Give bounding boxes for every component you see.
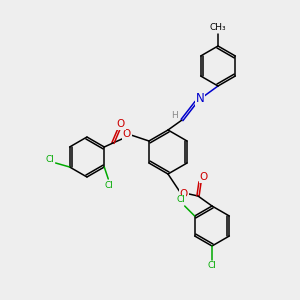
Text: H: H (172, 112, 178, 121)
Text: Cl: Cl (45, 155, 54, 164)
Text: Cl: Cl (176, 196, 185, 205)
Text: O: O (117, 119, 125, 129)
Text: O: O (180, 189, 188, 199)
Text: O: O (123, 129, 131, 139)
Text: N: N (196, 92, 204, 106)
Text: Cl: Cl (105, 181, 114, 190)
Text: Cl: Cl (208, 262, 216, 271)
Text: O: O (200, 172, 208, 182)
Text: CH₃: CH₃ (210, 23, 226, 32)
